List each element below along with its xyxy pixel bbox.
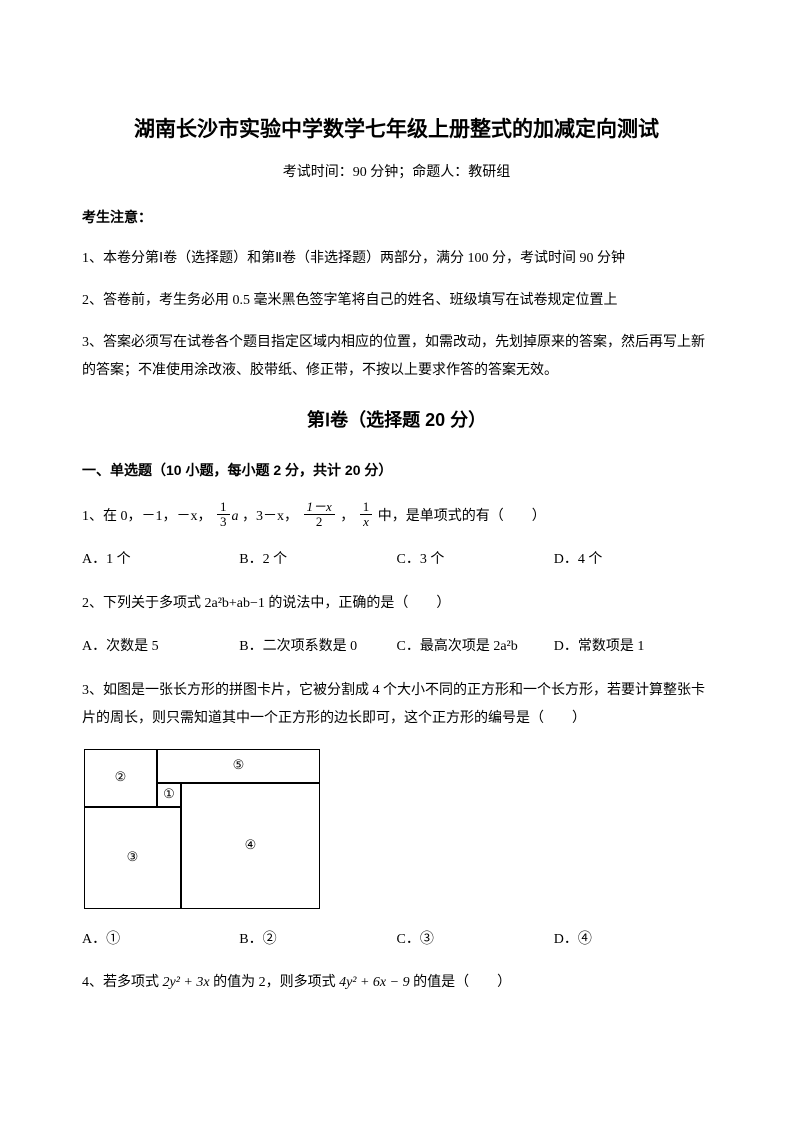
q3-text: 3、如图是一张长方形的拼图卡片，它被分割成 4 个大小不同的正方形和一个长方形，… [82,683,705,726]
numerator: 1 [217,500,230,514]
option-c: C．③ [397,927,554,954]
q1-text: ，3－x， [242,509,298,524]
q1-text: 中，是单项式的有（ ） [378,509,546,524]
diagram-box: ④ [181,783,320,909]
fraction: 1－x 2 [304,500,335,530]
exam-title: 湖南长沙市实验中学数学七年级上册整式的加减定向测试 [82,110,711,150]
notice-heading: 考生注意： [82,204,711,231]
option-d: D．④ [554,927,711,954]
numerator: 1 [360,500,373,514]
question-2: 2、下列关于多项式 2a²b+ab−1 的说法中，正确的是（ ） [82,590,711,618]
option-a: A．① [82,927,239,954]
option-b: B．2 个 [239,547,396,574]
fraction: 1 x [360,500,373,530]
expr: 2y² + 3x [163,975,210,990]
numerator: 1－x [304,500,335,514]
exam-subtitle: 考试时间：90 分钟；命题人：教研组 [82,160,711,187]
denominator: x [360,514,373,529]
section-heading: 第Ⅰ卷（选择题 20 分） [82,403,711,437]
notice-item: 3、答案必须写在试卷各个题目指定区域内相应的位置，如需改动，先划掉原来的答案，然… [82,329,711,385]
fraction: 1 3 [217,500,230,530]
option-d: D．4 个 [554,547,711,574]
option-c: C．最高次项是 2a²b [397,634,554,661]
q3-options: A．① B．② C．③ D．④ [82,927,711,954]
q4-text: 4、若多项式 [82,975,163,990]
q2-options: A．次数是 5 B．二次项系数是 0 C．最高次项是 2a²b D．常数项是 1 [82,634,711,661]
q1-options: A．1 个 B．2 个 C．3 个 D．4 个 [82,547,711,574]
question-4: 4、若多项式 2y² + 3x 的值为 2，则多项式 4y² + 6x − 9 … [82,969,711,997]
option-a: A．1 个 [82,547,239,574]
diagram-box: ⑤ [157,749,320,783]
q3-diagram: ⑤④③②① [84,749,320,909]
diagram-box: ① [157,783,181,807]
var-a: a [232,509,239,524]
denominator: 3 [217,514,230,529]
q4-text: 的值是（ ） [410,975,512,990]
part-heading: 一、单选题（10 小题，每小题 2 分，共计 20 分） [82,457,711,484]
q4-text: 的值为 2，则多项式 [210,975,340,990]
option-c: C．3 个 [397,547,554,574]
q1-text: 1、在 0，－1，－x， [82,509,212,524]
option-b: B．② [239,927,396,954]
diagram-box: ③ [84,807,181,909]
notice-item: 1、本卷分第Ⅰ卷（选择题）和第Ⅱ卷（非选择题）两部分，满分 100 分，考试时间… [82,245,711,273]
option-a: A．次数是 5 [82,634,239,661]
expr: 4y² + 6x − 9 [339,975,410,990]
diagram-box: ② [84,749,157,807]
question-1: 1、在 0，－1，－x， 1 3 a ，3－x， 1－x 2 ， 1 x 中，是… [82,502,711,532]
q2-text: 2、下列关于多项式 2a²b+ab−1 的说法中，正确的是（ ） [82,596,450,611]
notice-item: 2、答卷前，考生务必用 0.5 毫米黑色签字笔将自己的姓名、班级填写在试卷规定位… [82,287,711,315]
option-b: B．二次项系数是 0 [239,634,396,661]
q1-text: ， [340,509,354,524]
question-3: 3、如图是一张长方形的拼图卡片，它被分割成 4 个大小不同的正方形和一个长方形，… [82,677,711,733]
option-d: D．常数项是 1 [554,634,711,661]
denominator: 2 [304,514,335,529]
